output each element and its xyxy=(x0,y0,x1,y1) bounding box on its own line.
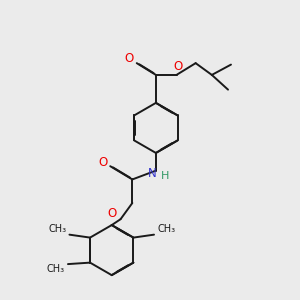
Text: CH₃: CH₃ xyxy=(47,264,65,274)
Text: O: O xyxy=(108,207,117,220)
Text: N: N xyxy=(148,167,157,180)
Text: O: O xyxy=(173,60,183,73)
Text: H: H xyxy=(161,171,170,181)
Text: O: O xyxy=(125,52,134,65)
Text: O: O xyxy=(98,156,107,169)
Text: CH₃: CH₃ xyxy=(158,224,176,234)
Text: CH₃: CH₃ xyxy=(48,224,67,234)
